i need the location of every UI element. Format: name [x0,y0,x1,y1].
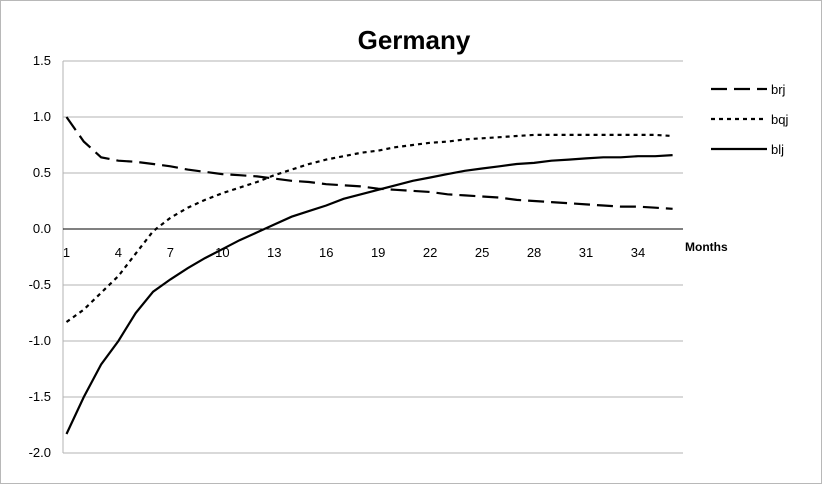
y-tick-label: -1.0 [29,333,51,348]
y-axis-tick-labels: 1.5 1.0 0.5 0.0 -0.5 -1.0 -1.5 -2.0 [29,53,51,460]
y-tick-label: 0.0 [33,221,51,236]
x-tick-label: 19 [371,245,385,260]
x-axis-title: Months [685,240,728,254]
x-tick-label: 4 [115,245,122,260]
x-tick-label: 1 [63,245,70,260]
x-tick-label: 22 [423,245,437,260]
x-tick-label: 25 [475,245,489,260]
x-tick-label: 34 [631,245,645,260]
y-tick-label: -2.0 [29,445,51,460]
series-line-blj [65,154,673,435]
legend-label-brj: brj [771,82,786,97]
legend-label-blj: blj [771,142,784,157]
x-tick-label: 28 [527,245,541,260]
series-lines [65,116,673,435]
x-axis-tick-labels: 1 4 7 10 13 16 19 22 25 28 31 34 [63,245,645,260]
x-tick-label: 31 [579,245,593,260]
x-tick-label: 16 [319,245,333,260]
y-tick-label: 1.5 [33,53,51,68]
legend: brj bqj blj [711,82,788,157]
x-tick-label: 7 [167,245,174,260]
y-tick-label: 1.0 [33,109,51,124]
legend-label-bqj: bqj [771,112,788,127]
x-tick-label: 13 [267,245,281,260]
series-line-brj [65,116,673,210]
y-tick-label: -0.5 [29,277,51,292]
series-line-bqj [65,133,673,323]
chart-title: Germany [358,25,471,55]
y-tick-label: 0.5 [33,165,51,180]
y-tick-label: -1.5 [29,389,51,404]
x-tick-label: 10 [215,245,229,260]
